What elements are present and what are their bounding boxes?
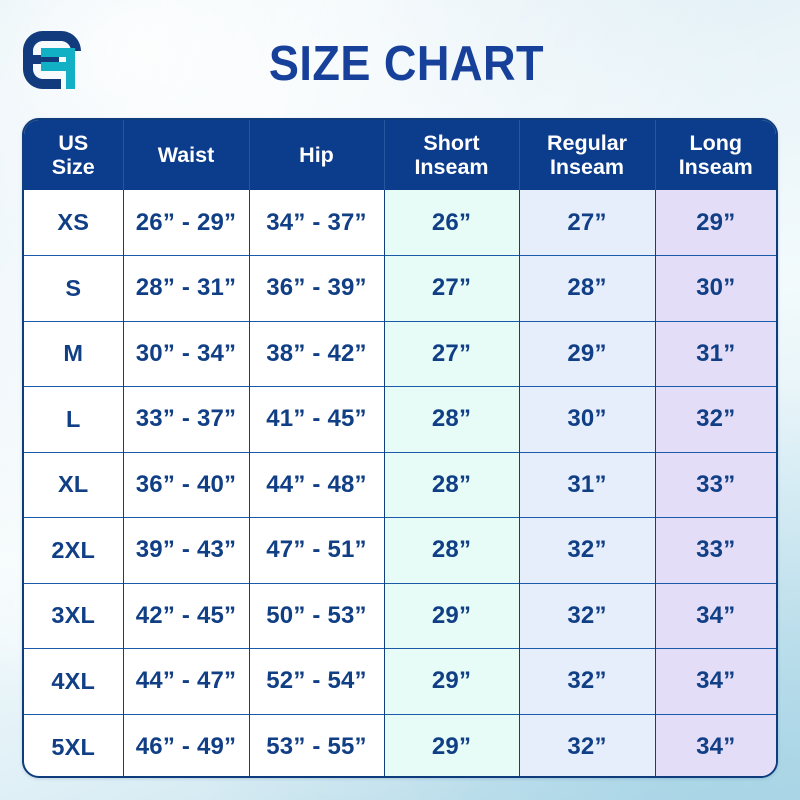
- cell-regular-inseam: 32”: [519, 517, 656, 583]
- table-row: L 33” - 37” 41” - 45” 28” 30” 32”: [24, 386, 776, 452]
- cell-long-inseam: 29”: [655, 190, 776, 256]
- cell-us-size: 4XL: [24, 648, 124, 714]
- cell-us-size: XL: [24, 451, 124, 518]
- cell-short-inseam: 29”: [384, 648, 520, 714]
- cell-us-size: 5XL: [24, 713, 124, 776]
- cell-hip: 36” - 39”: [249, 255, 385, 321]
- table-header-row: US Size Waist Hip Short Inseam Regular I…: [24, 120, 776, 190]
- size-chart-table-container: US Size Waist Hip Short Inseam Regular I…: [22, 118, 778, 778]
- column-header-hip: Hip: [249, 120, 385, 190]
- table-row: 4XL 44” - 47” 52” - 54” 29” 32” 34”: [24, 648, 776, 714]
- cell-waist: 26” - 29”: [123, 190, 250, 256]
- cell-short-inseam: 28”: [384, 517, 520, 583]
- cell-hip: 34” - 37”: [249, 190, 385, 256]
- cell-long-inseam: 33”: [655, 451, 776, 518]
- table-row: 3XL 42” - 45” 50” - 53” 29” 32” 34”: [24, 582, 776, 649]
- cell-regular-inseam: 28”: [519, 255, 656, 321]
- cell-waist: 44” - 47”: [123, 648, 250, 714]
- cell-short-inseam: 28”: [384, 386, 520, 452]
- cell-long-inseam: 33”: [655, 517, 776, 583]
- cell-short-inseam: 27”: [384, 320, 520, 387]
- cell-us-size: M: [24, 320, 124, 387]
- cell-us-size: 3XL: [24, 582, 124, 649]
- size-chart-table: US Size Waist Hip Short Inseam Regular I…: [24, 120, 776, 776]
- column-header-long-inseam: Long Inseam: [655, 120, 776, 190]
- cell-long-inseam: 34”: [655, 713, 776, 776]
- cell-long-inseam: 31”: [655, 320, 776, 387]
- cell-waist: 36” - 40”: [123, 451, 250, 518]
- cell-long-inseam: 34”: [655, 648, 776, 714]
- cell-hip: 53” - 55”: [249, 713, 385, 776]
- cell-waist: 28” - 31”: [123, 255, 250, 321]
- cell-hip: 50” - 53”: [249, 582, 385, 649]
- cell-hip: 47” - 51”: [249, 517, 385, 583]
- cell-hip: 52” - 54”: [249, 648, 385, 714]
- table-row: M 30” - 34” 38” - 42” 27” 29” 31”: [24, 320, 776, 387]
- brand-logo-e-monogram: [21, 29, 83, 91]
- cell-long-inseam: 32”: [655, 386, 776, 452]
- cell-long-inseam: 30”: [655, 255, 776, 321]
- cell-us-size: XS: [24, 190, 124, 256]
- cell-regular-inseam: 29”: [519, 320, 656, 387]
- cell-regular-inseam: 32”: [519, 582, 656, 649]
- cell-waist: 33” - 37”: [123, 386, 250, 452]
- cell-short-inseam: 26”: [384, 190, 520, 256]
- table-row: 2XL 39” - 43” 47” - 51” 28” 32” 33”: [24, 517, 776, 583]
- cell-us-size: 2XL: [24, 517, 124, 583]
- cell-waist: 39” - 43”: [123, 517, 250, 583]
- column-header-regular-inseam: Regular Inseam: [519, 120, 656, 190]
- cell-waist: 46” - 49”: [123, 713, 250, 776]
- cell-regular-inseam: 30”: [519, 386, 656, 452]
- cell-regular-inseam: 31”: [519, 451, 656, 518]
- cell-long-inseam: 34”: [655, 582, 776, 649]
- column-header-us-size: US Size: [24, 120, 124, 190]
- cell-short-inseam: 29”: [384, 713, 520, 776]
- table-header: US Size Waist Hip Short Inseam Regular I…: [24, 120, 776, 190]
- cell-waist: 42” - 45”: [123, 582, 250, 649]
- column-header-short-inseam: Short Inseam: [384, 120, 520, 190]
- column-header-waist: Waist: [123, 120, 250, 190]
- cell-waist: 30” - 34”: [123, 320, 250, 387]
- cell-short-inseam: 28”: [384, 451, 520, 518]
- cell-us-size: L: [24, 386, 124, 452]
- cell-us-size: S: [24, 255, 124, 321]
- cell-regular-inseam: 27”: [519, 190, 656, 256]
- page-title: SIZE CHART: [268, 37, 544, 91]
- table-row: S 28” - 31” 36” - 39” 27” 28” 30”: [24, 255, 776, 321]
- table-row: 5XL 46” - 49” 53” - 55” 29” 32” 34”: [24, 713, 776, 776]
- cell-regular-inseam: 32”: [519, 713, 656, 776]
- cell-hip: 44” - 48”: [249, 451, 385, 518]
- table-row: XS 26” - 29” 34” - 37” 26” 27” 29”: [24, 190, 776, 256]
- cell-short-inseam: 27”: [384, 255, 520, 321]
- table-row: XL 36” - 40” 44” - 48” 28” 31” 33”: [24, 451, 776, 518]
- cell-hip: 38” - 42”: [249, 320, 385, 387]
- cell-hip: 41” - 45”: [249, 386, 385, 452]
- cell-short-inseam: 29”: [384, 582, 520, 649]
- cell-regular-inseam: 32”: [519, 648, 656, 714]
- table-body: XS 26” - 29” 34” - 37” 26” 27” 29” S 28”…: [24, 190, 776, 776]
